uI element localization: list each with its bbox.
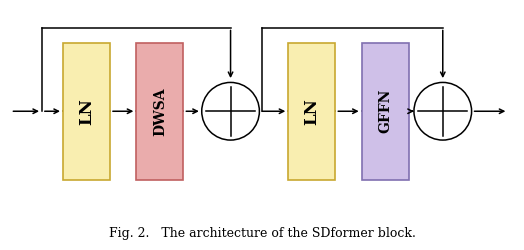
Text: LN: LN (78, 98, 95, 124)
Text: DWSA: DWSA (153, 87, 167, 136)
Bar (362, 42, 409, 180)
Bar (63, 42, 110, 180)
Text: Fig. 2.   The architecture of the SDformer block.: Fig. 2. The architecture of the SDformer… (108, 227, 416, 240)
Bar (288, 42, 335, 180)
Text: LN: LN (303, 98, 320, 124)
Text: GFFN: GFFN (378, 89, 392, 134)
Bar (136, 42, 183, 180)
